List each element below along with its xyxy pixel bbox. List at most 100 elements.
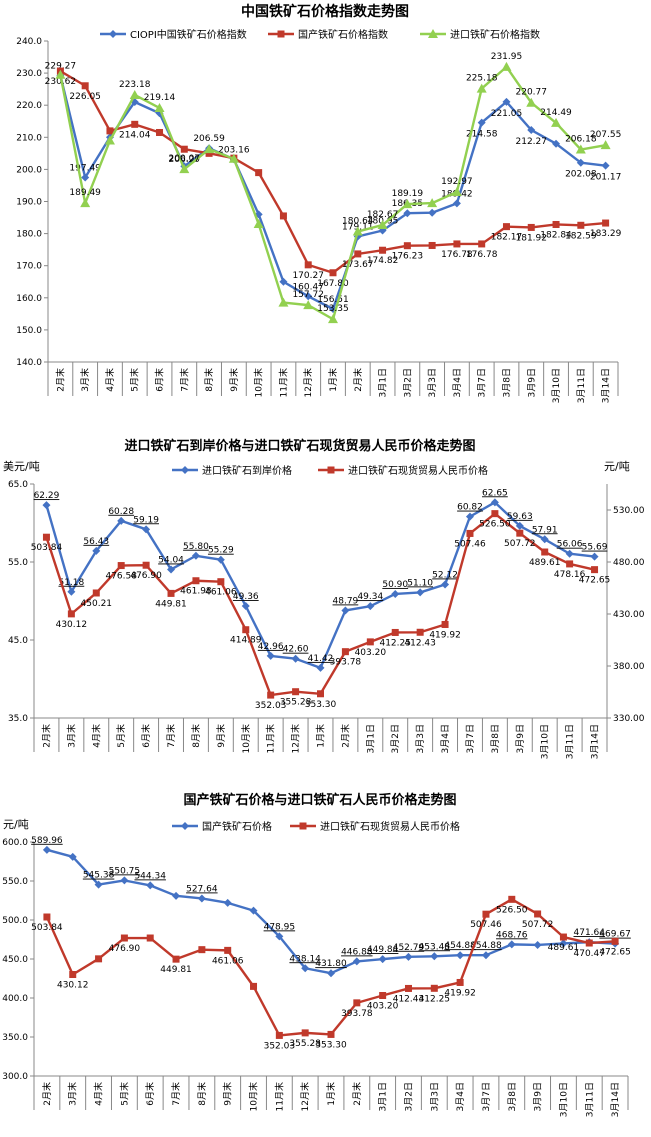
data-point: [191, 551, 200, 560]
data-point: [404, 952, 413, 961]
data-label: 167.80: [317, 279, 349, 289]
data-point: [491, 510, 499, 518]
data-point: [328, 314, 338, 324]
data-point: [42, 501, 51, 510]
x-category-label: 3月3日: [429, 1082, 440, 1111]
y-tick-label: 220.0: [16, 101, 42, 111]
data-point: [255, 169, 263, 177]
x-category-label: 3月8日: [490, 724, 501, 753]
data-point: [576, 158, 585, 167]
data-point: [481, 951, 490, 960]
data-point: [452, 199, 461, 208]
data-point: [267, 691, 275, 699]
data-point: [527, 223, 535, 231]
data-label: 62.65: [482, 488, 508, 498]
x-category-label: 7月末: [165, 724, 177, 748]
y-tick-label: 190.0: [16, 198, 42, 208]
data-label: 192.97: [441, 177, 473, 187]
x-category-label: 3月4日: [455, 1082, 466, 1111]
data-point: [327, 1030, 335, 1038]
x-category-label: 12月末: [302, 368, 314, 397]
x-category-label: 3月7日: [477, 368, 488, 397]
data-label: 472.65: [579, 576, 611, 586]
data-point: [507, 940, 516, 949]
data-point: [378, 955, 387, 964]
data-point: [379, 246, 387, 254]
data-label: 489.61: [548, 943, 580, 953]
data-label: 412.25: [379, 638, 411, 648]
data-label: 229.27: [45, 61, 77, 71]
data-label: 438.14: [289, 954, 321, 964]
data-point: [526, 97, 537, 107]
data-point: [316, 663, 325, 672]
data-label: 60.28: [108, 507, 134, 517]
data-label: 52.12: [432, 570, 458, 580]
x-category-label: 1月末: [327, 368, 339, 392]
data-label: 160.47: [292, 282, 324, 292]
data-point: [216, 555, 225, 564]
legend-marker: [299, 822, 307, 830]
x-category-label: 3月2日: [390, 724, 401, 753]
data-label: 170.27: [292, 271, 324, 281]
x-category-label: 8月末: [203, 368, 215, 392]
data-label: 59.63: [507, 512, 533, 522]
data-point: [590, 552, 599, 561]
data-label: 51.10: [407, 578, 433, 588]
data-label: 156.51: [317, 295, 349, 305]
data-point: [428, 241, 436, 249]
data-label: 183.29: [590, 229, 622, 239]
x-category-label: 8月末: [190, 724, 202, 748]
x-category-label: 5月末: [118, 1082, 130, 1106]
data-point: [379, 992, 387, 1000]
data-point: [552, 220, 560, 228]
data-label: 214.49: [540, 108, 572, 118]
data-point: [228, 153, 239, 163]
x-category-label: 2月末: [54, 368, 66, 392]
data-label: 57.91: [532, 525, 558, 535]
data-point: [427, 198, 438, 208]
data-point: [55, 69, 66, 79]
x-category-label: 3月11日: [565, 724, 576, 759]
data-label: 173.67: [342, 260, 374, 270]
data-label: 197.49: [69, 163, 101, 173]
y-tick-label: 350.0: [2, 1033, 28, 1043]
data-point: [43, 913, 51, 921]
data-point: [403, 209, 412, 218]
data-label: 507.46: [470, 920, 502, 930]
x-category-label: 11月末: [277, 368, 289, 397]
x-category-label: 9月末: [222, 1082, 234, 1106]
legend-marker: [109, 30, 117, 38]
data-point: [42, 845, 51, 854]
data-label: 56.06: [557, 540, 583, 550]
data-label: 412.43: [404, 638, 436, 648]
data-label: 478.16: [554, 570, 586, 580]
x-category-label: 3月14日: [610, 1082, 621, 1117]
data-point: [292, 688, 300, 696]
data-point: [430, 984, 438, 992]
data-label: 202.08: [565, 170, 597, 180]
y-tick-label: 55.0: [8, 558, 28, 568]
data-label: 51.18: [58, 578, 84, 588]
data-point: [242, 626, 250, 634]
data-point: [366, 602, 375, 611]
data-point: [465, 512, 474, 521]
data-point: [428, 208, 437, 217]
x-category-label: 3月8日: [507, 1082, 518, 1111]
data-point: [197, 894, 206, 903]
data-label: 207.55: [590, 130, 622, 140]
data-label: 203.16: [218, 145, 250, 155]
data-label: 353.30: [315, 1040, 347, 1050]
x-category-label: 3月9日: [515, 724, 526, 753]
data-point: [291, 654, 300, 663]
data-label: 430.12: [57, 981, 89, 991]
data-label: 181.92: [516, 233, 548, 243]
x-category-label: 2月末: [41, 1082, 53, 1106]
data-point: [217, 578, 225, 586]
data-point: [502, 223, 510, 231]
data-point: [416, 588, 425, 597]
data-point: [482, 910, 490, 918]
data-point: [146, 881, 155, 890]
legend-entry: 进口铁矿石现货贸易人民币价格: [320, 820, 460, 833]
data-label: 176.78: [466, 250, 498, 260]
x-category-label: 4月末: [93, 1082, 105, 1106]
